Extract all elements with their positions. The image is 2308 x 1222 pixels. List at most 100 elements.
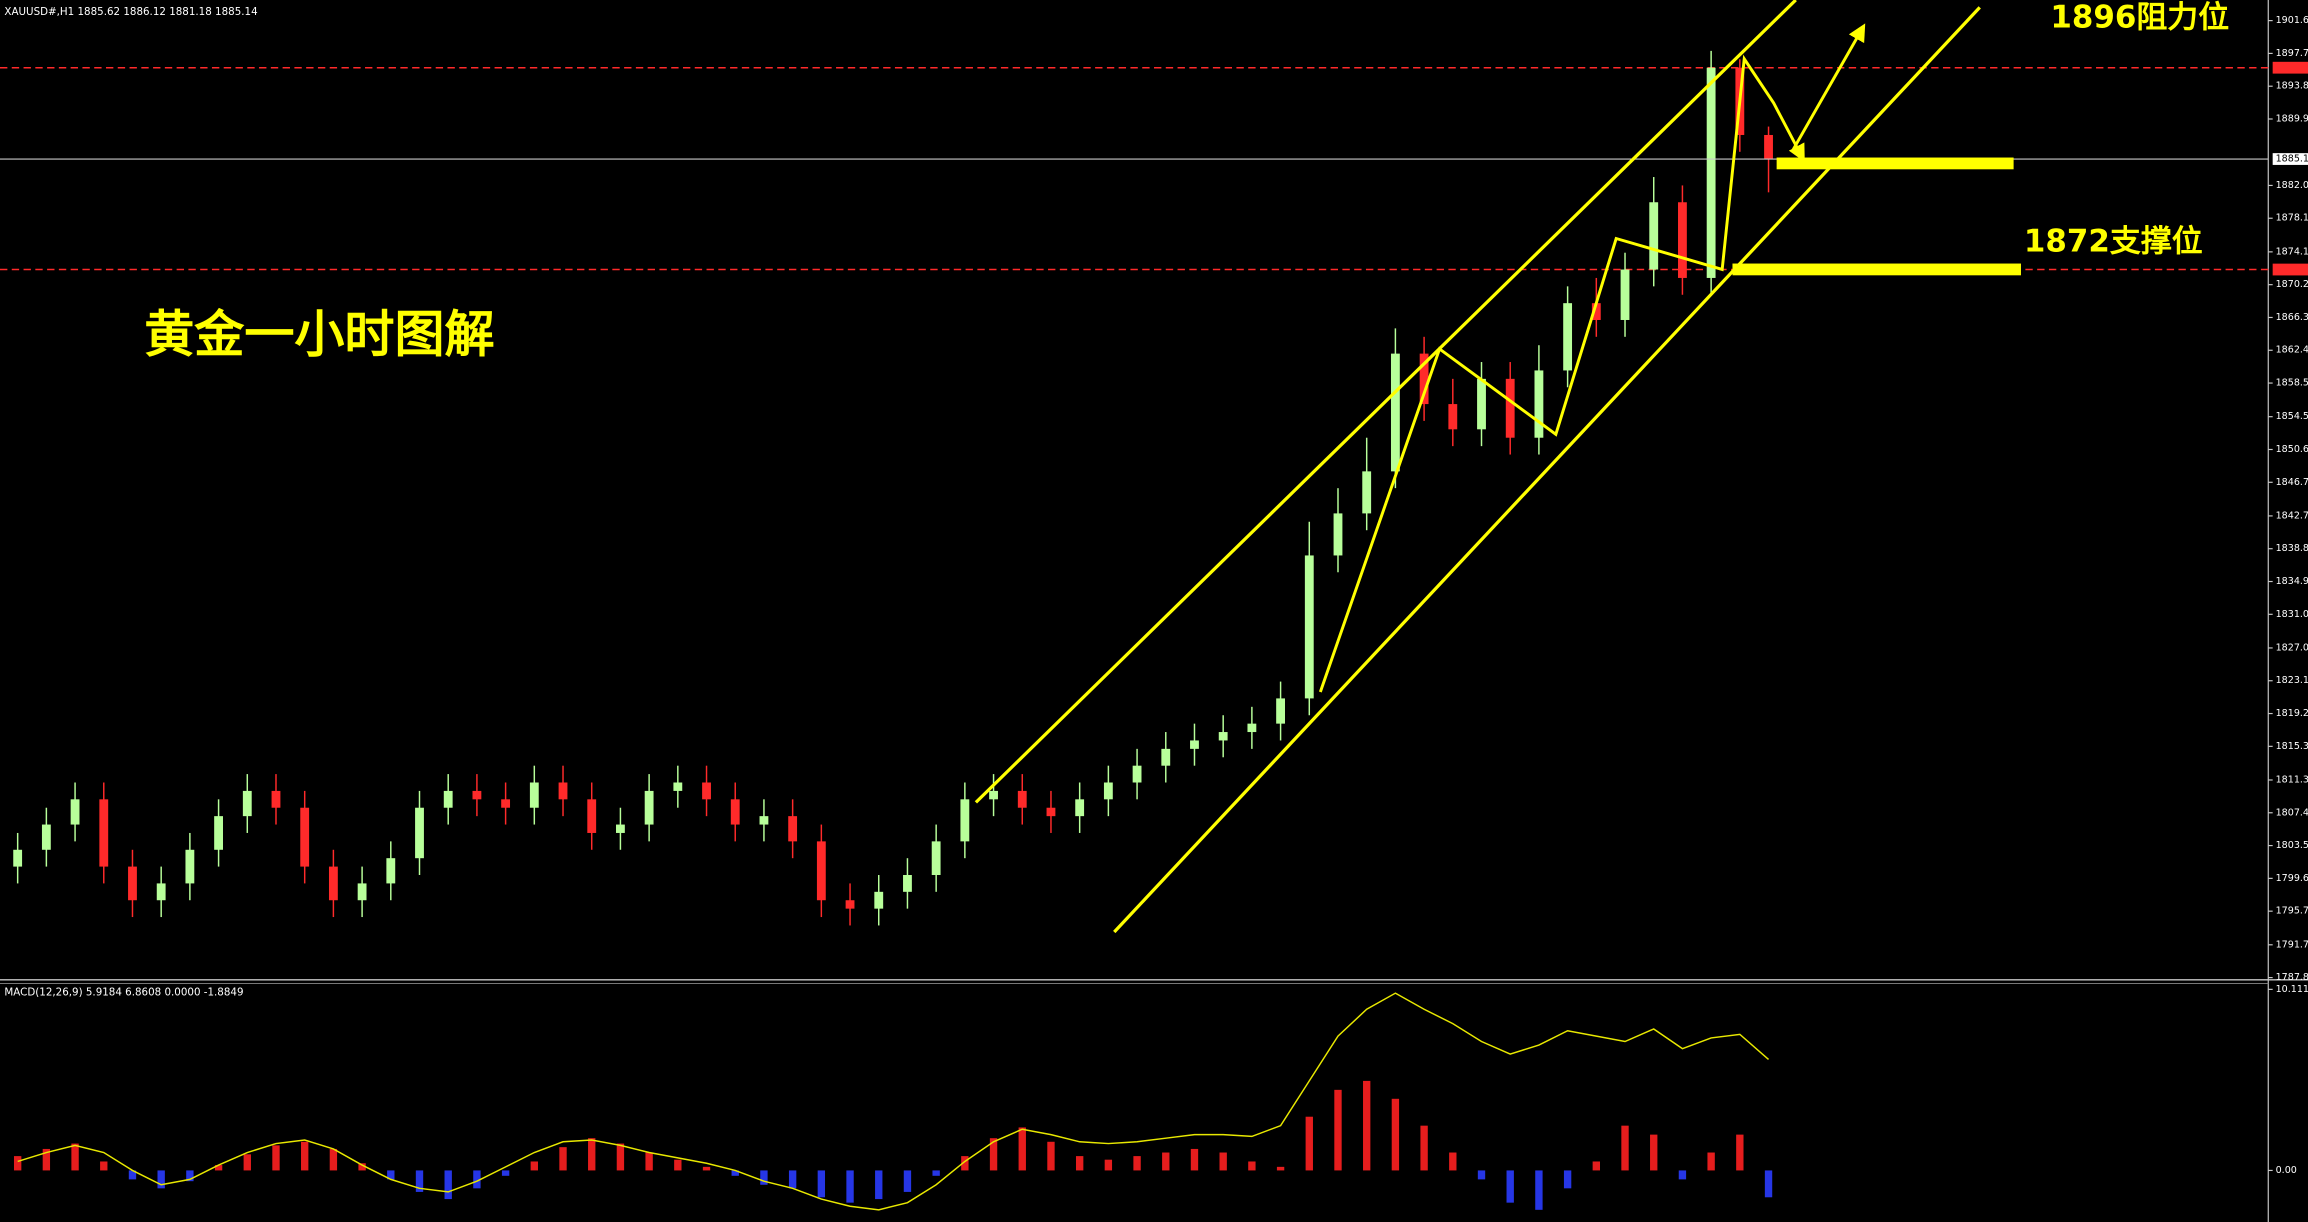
macd-histogram-bar — [1334, 1089, 1342, 1171]
candle-body — [1706, 67, 1716, 278]
candle-body — [845, 900, 855, 909]
macd-histogram-bar — [272, 1145, 280, 1171]
macd-histogram-bar — [1420, 1125, 1428, 1171]
candle-body — [616, 824, 625, 833]
resistance-label: 1896阻力位 — [2050, 0, 2229, 36]
candle-body — [874, 891, 884, 909]
candle-body — [1534, 370, 1544, 438]
macd-histogram-bar — [1104, 1159, 1113, 1171]
candle-body — [1563, 303, 1573, 371]
y-tick-label: 1803.50 — [2276, 840, 2308, 851]
candle-body — [1304, 555, 1314, 699]
macd-histogram-bar — [1650, 1134, 1658, 1171]
candle-body — [1591, 303, 1601, 320]
y-tick-label: 1850.60 — [2276, 444, 2308, 455]
macd-header: MACD(12,26,9) 5.9184 6.8608 0.0000 -1.88… — [4, 986, 243, 998]
macd-histogram-bar — [415, 1170, 424, 1192]
candle-body — [472, 790, 482, 800]
candle-body — [242, 790, 252, 817]
y-tick-label: 1842.70 — [2276, 510, 2308, 521]
macd-histogram-bar — [1592, 1161, 1600, 1171]
candle-body — [1333, 513, 1343, 556]
candle-body — [816, 841, 826, 901]
y-tick-label: 1834.90 — [2276, 576, 2308, 587]
candle-body — [1477, 378, 1486, 430]
macd-histogram-bar — [1449, 1152, 1457, 1171]
macd-histogram-bar — [157, 1170, 165, 1189]
macd-histogram-bar — [1075, 1156, 1084, 1171]
macd-histogram-bar — [903, 1170, 912, 1192]
macd-histogram-bar — [559, 1147, 567, 1171]
candle-body — [1649, 202, 1659, 270]
macd-histogram-bar — [1678, 1170, 1687, 1180]
y-tick-label: 1878.10 — [2276, 213, 2308, 224]
y-tick-label: 1807.40 — [2276, 807, 2308, 818]
candle-body — [328, 866, 338, 901]
macd-histogram-bar — [1018, 1127, 1026, 1171]
macd-histogram-bar — [989, 1138, 998, 1171]
macd-histogram-bar — [329, 1148, 338, 1171]
macd-histogram-bar — [875, 1170, 883, 1200]
candle-body — [300, 807, 310, 867]
y-tick-label: 1862.40 — [2276, 345, 2308, 356]
trend-drawings — [974, 0, 2021, 934]
candle-body — [1017, 790, 1027, 808]
candle-body — [903, 875, 912, 892]
macd-histogram-bar — [473, 1170, 481, 1189]
y-tick-label: 1811.30 — [2276, 774, 2308, 785]
macd-histogram-bar — [1621, 1125, 1629, 1171]
candle-body — [673, 782, 683, 791]
macd-histogram-bar — [1305, 1116, 1313, 1171]
candle-body — [702, 782, 711, 800]
y-tick-label: 1787.80 — [2276, 972, 2308, 983]
level-axis-box — [2272, 263, 2308, 276]
candle-body — [1276, 698, 1286, 724]
candle-body — [13, 849, 23, 867]
macd-histogram-bar — [501, 1170, 510, 1176]
y-tick-label: 1831.00 — [2276, 609, 2308, 620]
macd-histogram-bar — [961, 1156, 969, 1171]
candle-body — [214, 816, 223, 850]
candle-body — [271, 790, 281, 808]
macd-histogram-bar — [186, 1170, 194, 1182]
macd-line — [17, 992, 1770, 1211]
macd-histogram-bar — [645, 1152, 653, 1171]
y-tick-label: 1893.80 — [2276, 81, 2308, 92]
y-tick-label: 1815.30 — [2276, 741, 2308, 752]
candle-body — [1448, 404, 1458, 430]
candle-body — [1764, 134, 1773, 160]
candle-body — [1218, 732, 1228, 741]
candle-body — [1161, 748, 1171, 766]
macd-histogram-bar — [13, 1156, 22, 1171]
macd-histogram-bar — [444, 1170, 452, 1200]
current-price-box — [2272, 153, 2308, 165]
symbol-header: XAUUSD#,H1 1885.62 1886.12 1881.18 1885.… — [4, 6, 257, 18]
macd-histogram-bar — [301, 1141, 309, 1171]
candle-body — [99, 799, 109, 867]
candle-body — [1103, 782, 1113, 800]
current-price-label: 1885.14 — [2276, 154, 2308, 165]
macd-histogram-bar — [387, 1170, 395, 1180]
candle-body — [1678, 202, 1687, 278]
macd-histogram-bar — [1736, 1134, 1744, 1171]
candle-body — [1075, 799, 1085, 817]
candle-body — [644, 790, 654, 825]
candle-body — [128, 866, 137, 901]
macd-histogram-bar — [1162, 1152, 1170, 1171]
y-tick-label: 1791.70 — [2276, 939, 2308, 950]
candle-body — [501, 799, 511, 808]
y-tick-label: 1858.50 — [2276, 378, 2308, 389]
candle-body — [558, 782, 568, 800]
candle-body — [730, 799, 740, 825]
y-tick-label: 1846.70 — [2276, 477, 2308, 488]
y-tick-label: 1827.00 — [2276, 642, 2308, 653]
projection-arrow — [1791, 23, 1866, 151]
macd-histogram-bar — [702, 1166, 711, 1171]
macd-histogram-bar — [358, 1163, 366, 1171]
macd-histogram-bar — [71, 1143, 79, 1171]
y-tick-label: 1889.90 — [2276, 114, 2308, 125]
macd-histogram-bar — [1133, 1156, 1141, 1171]
macd-histogram-bar — [731, 1170, 739, 1176]
candle-body — [587, 799, 597, 833]
